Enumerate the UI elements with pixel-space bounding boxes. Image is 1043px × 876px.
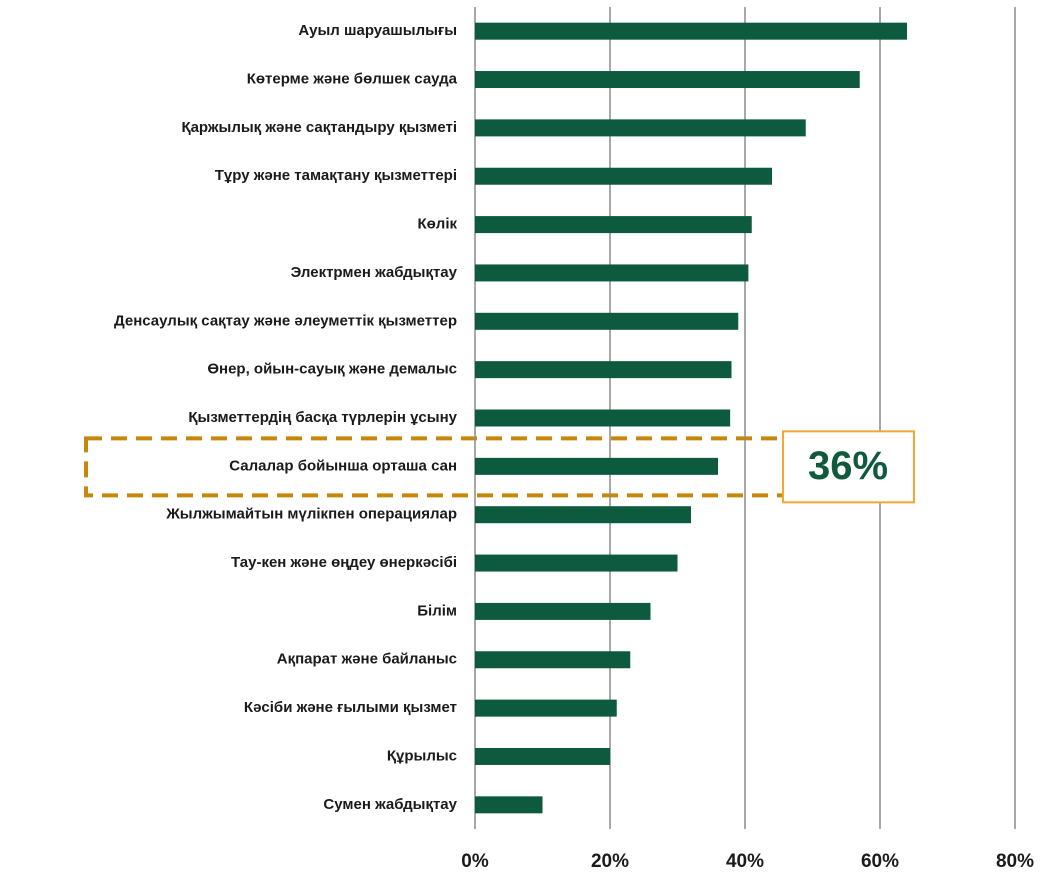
bar bbox=[475, 457, 718, 475]
bar bbox=[475, 167, 772, 185]
x-tick-label: 80% bbox=[996, 851, 1034, 872]
x-tick-label: 60% bbox=[861, 851, 899, 872]
y-tick-label: Ауыл шаруашылығы bbox=[298, 22, 457, 39]
y-tick-label: Қызметтердің басқа түрлерін ұсыну bbox=[188, 409, 457, 426]
x-tick-label: 20% bbox=[591, 851, 629, 872]
bar bbox=[475, 554, 678, 572]
x-tick-label: 0% bbox=[461, 851, 489, 872]
y-tick-label: Сумен жабдықтау bbox=[323, 796, 457, 813]
y-tick-label: Тау-кен және өңдеу өнеркәсібі bbox=[231, 554, 457, 571]
y-tick-label: Өнер, ойын-сауық және демалыс bbox=[207, 361, 457, 378]
y-tick-label: Құрылыс bbox=[387, 747, 457, 764]
bar bbox=[475, 71, 860, 89]
bar bbox=[475, 22, 907, 40]
bar bbox=[475, 506, 691, 524]
y-tick-label: Жылжымайтын мүлікпен операциялар bbox=[165, 506, 457, 523]
bar bbox=[475, 361, 732, 379]
bar bbox=[475, 747, 610, 765]
y-tick-label: Салалар бойынша орташа сан bbox=[229, 457, 457, 474]
bar bbox=[475, 216, 752, 234]
y-tick-label: Көтерме және бөлшек сауда bbox=[247, 70, 458, 87]
y-tick-label: Кәсіби және ғылыми қызмет bbox=[244, 699, 457, 716]
y-tick-label: Денсаулық сақтау және әлеуметтік қызметт… bbox=[114, 312, 457, 329]
annotation: 36% bbox=[808, 444, 888, 488]
y-tick-label: Тұру және тамақтану қызметтері bbox=[215, 167, 457, 184]
y-tick-label: Электрмен жабдықтау bbox=[291, 264, 458, 281]
bar bbox=[475, 409, 731, 427]
x-tick-label: 40% bbox=[726, 851, 764, 872]
bar bbox=[475, 796, 543, 814]
y-tick-label: Ақпарат және байланыс bbox=[277, 651, 457, 668]
y-tick-label: Көлік bbox=[417, 216, 457, 233]
bar bbox=[475, 312, 739, 330]
bar bbox=[475, 699, 617, 717]
bar bbox=[475, 119, 806, 137]
annotation-box bbox=[782, 430, 915, 504]
bar bbox=[475, 651, 631, 669]
bar bbox=[475, 602, 651, 620]
bar bbox=[475, 264, 749, 282]
y-tick-label: Қаржылық және сақтандыру қызметі bbox=[181, 119, 457, 136]
y-tick-label: Білім bbox=[417, 602, 457, 619]
